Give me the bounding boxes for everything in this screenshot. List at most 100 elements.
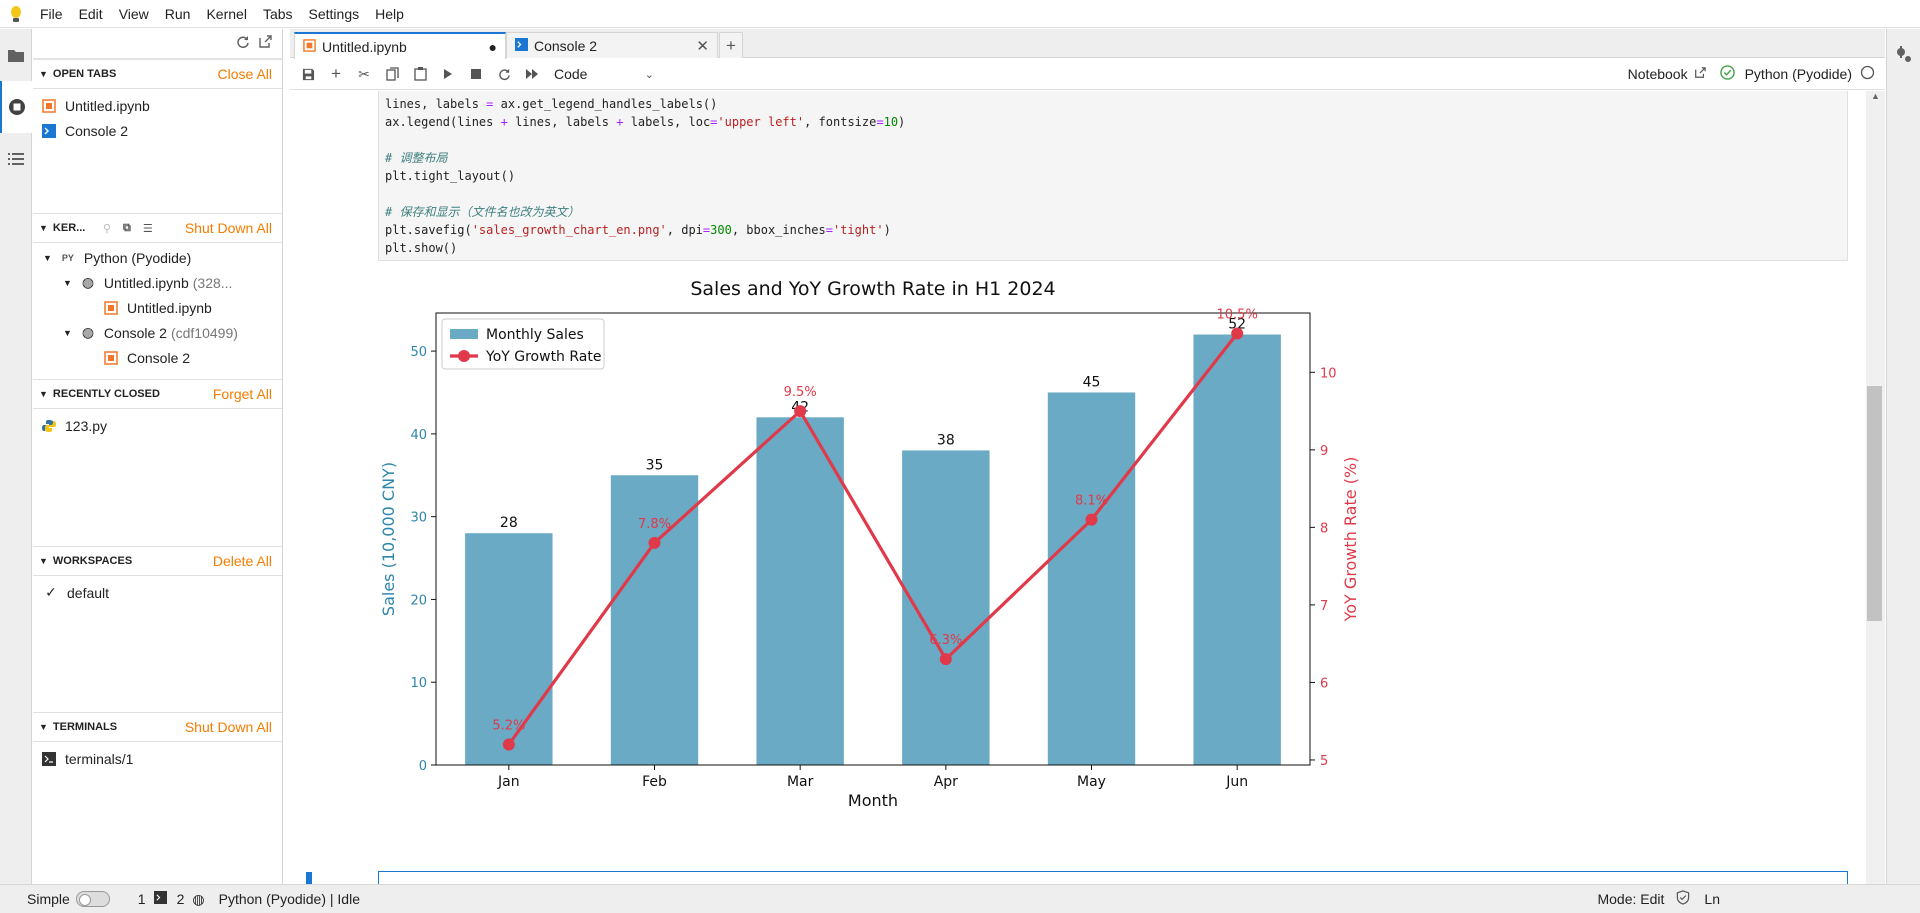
add-icon: + [726, 35, 736, 55]
menu-help[interactable]: Help [375, 5, 404, 22]
running-sessions-icon[interactable] [0, 81, 32, 133]
chevron-down-icon: ▼ [63, 327, 72, 338]
code-cell[interactable]: lines, labels = ax.get_legend_handles_la… [378, 91, 1848, 261]
open-in-new-icon[interactable] [258, 35, 272, 52]
table-of-contents-icon[interactable] [0, 133, 32, 185]
scroll-up-icon[interactable]: ▲ [1871, 91, 1880, 101]
open-in-notebook-button[interactable]: Notebook [1628, 66, 1706, 82]
x-tick-label: Apr [934, 774, 958, 790]
open-tab-item[interactable]: Untitled.ipynb [33, 93, 282, 118]
add-cell-icon[interactable]: + [331, 64, 341, 83]
kernel-session-item[interactable]: ▼ ◍ Console 2 (cdf10499) [63, 324, 238, 341]
active-cell-indicator [306, 872, 312, 884]
tab-console-2[interactable]: Console 2 ✕ [506, 32, 718, 58]
kernel-item[interactable]: ▼ PY Python (Pyodide) [43, 249, 192, 266]
menu-kernel[interactable]: Kernel [206, 5, 247, 22]
chevron-down-icon: ▼ [39, 389, 48, 399]
left-y-tick-label: 40 [410, 428, 427, 443]
left-y-tick-label: 50 [410, 345, 427, 360]
notebook-icon [41, 98, 57, 114]
code-line: # 保存和显示（文件名也改为英文） [385, 205, 580, 219]
shut-down-all-terminals-button[interactable]: Shut Down All [184, 719, 272, 735]
menu-edit[interactable]: Edit [78, 5, 103, 22]
bar-may [1047, 392, 1136, 765]
cut-icon[interactable]: ✂ [358, 65, 370, 82]
property-inspector-icon[interactable] [1887, 29, 1920, 81]
plot-frame [435, 312, 1311, 766]
run-all-icon[interactable] [518, 60, 546, 88]
delete-all-button[interactable]: Delete All [212, 553, 272, 569]
scrollbar-thumb[interactable] [1867, 386, 1882, 621]
growth-rate-label: 9.5% [784, 385, 817, 400]
paste-icon[interactable] [406, 60, 434, 88]
copy-icon[interactable]: ⧉ [122, 221, 131, 234]
stop-icon[interactable] [462, 60, 490, 88]
tab-untitled-ipynb[interactable]: Untitled.ipynb ● [294, 32, 506, 59]
next-code-cell[interactable] [378, 871, 1848, 884]
close-icon[interactable]: ✕ [696, 37, 709, 55]
terminals-header[interactable]: ▼ TERMINALS Shut Down All [33, 712, 282, 742]
right-sidebar [1886, 29, 1920, 884]
terminal-count[interactable]: 1 [137, 891, 146, 907]
clear-icon[interactable]: ⚲ [102, 222, 111, 235]
globe-icon: ◍ [81, 324, 95, 340]
kernels-header[interactable]: ▼ KER... ⚲ ⧉ ☰ Shut Down All [33, 213, 282, 243]
x-tick-label: Feb [642, 774, 667, 790]
open-tab-item[interactable]: Console 2 [33, 118, 282, 143]
menu-settings[interactable]: Settings [308, 5, 360, 22]
copy-icon[interactable] [378, 60, 406, 88]
recently-closed-item[interactable]: 123.py [33, 413, 282, 438]
kernel-name-button[interactable]: Python (Pyodide) [1744, 66, 1852, 82]
chevron-down-icon: ⌄ [644, 68, 654, 81]
kernel-count[interactable]: 2 [176, 891, 185, 907]
close-all-button[interactable]: Close All [217, 66, 272, 82]
workspace-item[interactable]: ✓ default [33, 580, 282, 605]
menu-view[interactable]: View [118, 5, 149, 22]
kernel-session-child[interactable]: Console 2 [33, 345, 282, 370]
growth-rate-point [939, 653, 952, 666]
restart-icon[interactable] [490, 60, 518, 88]
run-icon[interactable] [434, 60, 462, 88]
growth-rate-point [648, 536, 661, 549]
growth-rate-point [502, 738, 515, 751]
workspaces-header[interactable]: ▼ WORKSPACES Delete All [33, 546, 282, 576]
save-icon[interactable] [294, 60, 322, 88]
code-line: ax.legend(lines + lines, labels + labels… [385, 115, 906, 129]
menu-tabs[interactable]: Tabs [262, 5, 293, 22]
cursor-position[interactable]: Ln [1704, 891, 1720, 907]
code-line [385, 185, 1841, 203]
terminal-icon [41, 751, 57, 767]
kernel-status-circle-icon [1860, 65, 1875, 83]
code-editor[interactable]: lines, labels = ax.get_legend_handles_la… [379, 91, 1847, 261]
external-link-icon [1694, 66, 1706, 82]
list-icon[interactable]: ☰ [142, 222, 153, 235]
document-tab-bar: Untitled.ipynb ● Console 2 ✕ + [290, 29, 1885, 59]
forget-all-button[interactable]: Forget All [212, 386, 272, 402]
simple-mode-toggle[interactable] [75, 891, 110, 907]
menu-run[interactable]: Run [164, 5, 191, 22]
growth-rate-label: 10.5% [1217, 308, 1258, 323]
kernel-session-item[interactable]: ▼ ◍ Untitled.ipynb (328... [63, 274, 233, 291]
running-sessions-panel: ▼ OPEN TABS Close All Untitled.ipynb Con… [33, 29, 283, 884]
code-line [385, 131, 1841, 149]
terminal-item[interactable]: terminals/1 [33, 746, 282, 771]
open-tabs-header[interactable]: ▼ OPEN TABS Close All [33, 59, 282, 89]
legend-marker-growth [458, 350, 470, 362]
left-y-tick-label: 10 [410, 676, 427, 691]
unsaved-dot-icon[interactable]: ● [488, 38, 497, 55]
chevron-down-icon: ▼ [39, 69, 48, 79]
file-browser-icon[interactable] [0, 29, 32, 81]
new-launcher-button[interactable]: + [719, 32, 743, 58]
refresh-icon[interactable] [236, 35, 250, 52]
notebook-scrollbar[interactable]: ▲ [1866, 91, 1885, 884]
kernel-status-text[interactable]: Python (Pyodide) | Idle [218, 891, 360, 907]
menu-file[interactable]: File [40, 5, 63, 22]
kernel-session-child[interactable]: Untitled.ipynb [33, 295, 282, 320]
recently-closed-header[interactable]: ▼ RECENTLY CLOSED Forget All [33, 379, 282, 409]
right-y-tick-label: 10 [1320, 366, 1337, 381]
shut-down-all-kernels-button[interactable]: Shut Down All [184, 220, 272, 236]
cell-type-select[interactable]: Code ⌄ [554, 66, 654, 82]
bar-value-label: 52 [1228, 317, 1246, 333]
console-icon [515, 37, 528, 54]
legend-box [441, 318, 605, 370]
